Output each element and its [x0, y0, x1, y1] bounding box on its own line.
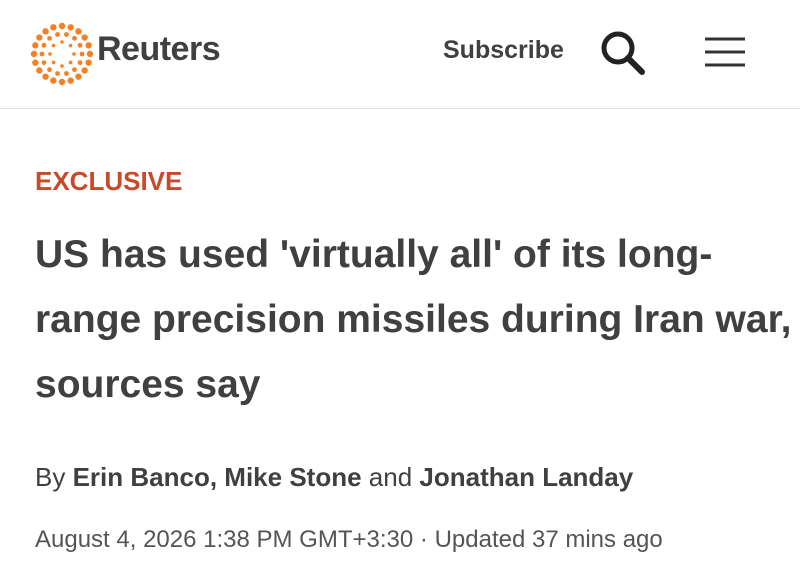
logo-dot: [39, 51, 45, 57]
logo-dot: [72, 52, 76, 56]
logo-dot: [64, 71, 69, 76]
logo-dot: [58, 22, 66, 30]
logo-dot: [41, 60, 47, 66]
separator: ,: [209, 462, 218, 492]
logo-dot: [51, 60, 56, 65]
logo-dot: [68, 60, 73, 65]
author[interactable]: Erin Banco: [72, 462, 210, 492]
logo-dot: [72, 67, 77, 73]
by: By: [35, 462, 66, 492]
logo-dot: [42, 28, 49, 35]
search-button[interactable]: [598, 28, 650, 78]
logo-dot: [64, 32, 69, 37]
author[interactable]: Mike Stone: [224, 462, 362, 492]
logo-dot: [85, 42, 92, 49]
updated: Updated 37 mins ago: [434, 526, 663, 553]
logo-dot: [36, 34, 43, 41]
date-line: August 4, 2026 1:38 PM GMT+3:30 · Update…: [35, 526, 663, 554]
logo-dot: [81, 67, 88, 74]
header: Reuters Subscribe: [0, 0, 800, 109]
logo-dot: [67, 24, 74, 31]
logo-dot: [55, 71, 60, 76]
logo-dot: [60, 40, 64, 44]
logo-dot: [55, 32, 60, 37]
logo-dot: [67, 77, 74, 84]
logo-dot: [41, 42, 47, 48]
logo-dot: [75, 28, 82, 35]
logo-dot: [72, 35, 77, 41]
date: August 4, 2026 1:38 PM GMT+3:30: [35, 526, 414, 553]
logo-dot: [30, 50, 38, 58]
logo-dot: [60, 64, 64, 68]
menu-button[interactable]: [702, 34, 748, 70]
conjunction: and: [368, 462, 413, 492]
logo-dot: [75, 73, 82, 80]
author[interactable]: Jonathan Landay: [419, 462, 634, 492]
logo-dot: [36, 67, 43, 74]
logo-dot: [50, 24, 57, 31]
logo-dot: [58, 78, 66, 86]
logo-dot: [51, 43, 56, 48]
exclusive-label[interactable]: EXCLUSIVE: [35, 166, 183, 196]
logo[interactable]: Reuters: [97, 30, 221, 68]
logo-dot: [32, 42, 39, 49]
logo-dot: [77, 60, 83, 66]
logo-dot: [68, 43, 73, 48]
byline: By Erin Banco, Mike Stone and Jonathan L…: [35, 462, 633, 493]
logo-dot: [85, 59, 92, 66]
logo-icon[interactable]: [30, 22, 94, 86]
logo-dot: [42, 73, 49, 80]
logo-dot: [50, 77, 57, 84]
subscribe-button[interactable]: Subscribe: [443, 36, 564, 64]
logo-dot: [47, 35, 52, 41]
logo-dot: [86, 50, 94, 58]
logo-dot: [79, 51, 85, 57]
headline: US has used 'virtually all' of its long-…: [35, 233, 792, 406]
logo-dot: [77, 42, 83, 48]
logo-dot: [48, 52, 52, 56]
dot: ·: [419, 526, 428, 553]
logo-dot: [81, 34, 88, 41]
logo-dot: [47, 67, 52, 73]
logo-dot: [32, 59, 39, 66]
